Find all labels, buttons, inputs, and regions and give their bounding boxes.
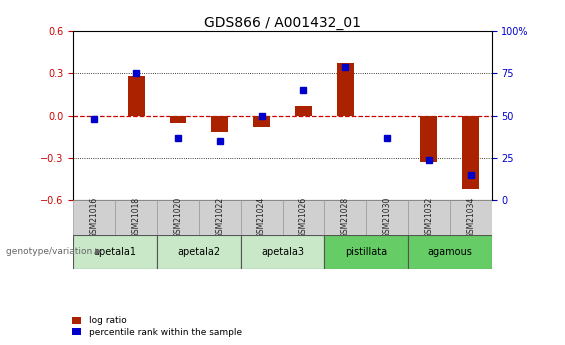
Text: agamous: agamous xyxy=(427,247,472,257)
Bar xyxy=(241,200,282,235)
Text: GSM21022: GSM21022 xyxy=(215,197,224,238)
Bar xyxy=(253,116,270,127)
Text: GSM21032: GSM21032 xyxy=(424,197,433,238)
Text: GSM21028: GSM21028 xyxy=(341,197,350,238)
Bar xyxy=(241,235,324,269)
Text: GSM21020: GSM21020 xyxy=(173,197,182,238)
Text: GSM21018: GSM21018 xyxy=(132,197,141,238)
Bar xyxy=(366,200,408,235)
Bar xyxy=(450,200,492,235)
Bar xyxy=(157,200,199,235)
Text: pistillata: pistillata xyxy=(345,247,387,257)
Legend: log ratio, percentile rank within the sample: log ratio, percentile rank within the sa… xyxy=(72,316,242,337)
Bar xyxy=(408,200,450,235)
Text: GSM21016: GSM21016 xyxy=(90,197,99,238)
Bar xyxy=(408,235,492,269)
Text: GSM21030: GSM21030 xyxy=(383,197,392,238)
Bar xyxy=(115,200,157,235)
Bar xyxy=(324,200,366,235)
Bar xyxy=(157,235,241,269)
Text: apetala2: apetala2 xyxy=(177,247,220,257)
Bar xyxy=(282,200,324,235)
Text: GSM21034: GSM21034 xyxy=(466,197,475,238)
Bar xyxy=(199,200,241,235)
Bar xyxy=(324,235,408,269)
Bar xyxy=(295,106,312,116)
Bar xyxy=(462,116,479,189)
Title: GDS866 / A001432_01: GDS866 / A001432_01 xyxy=(204,16,361,30)
Text: apetala3: apetala3 xyxy=(261,247,304,257)
Bar xyxy=(73,200,115,235)
Bar xyxy=(420,116,437,162)
Text: GSM21024: GSM21024 xyxy=(257,197,266,238)
Bar xyxy=(211,116,228,132)
Text: GSM21026: GSM21026 xyxy=(299,197,308,238)
Bar xyxy=(73,235,157,269)
Bar xyxy=(337,63,354,116)
Text: genotype/variation ▶: genotype/variation ▶ xyxy=(6,247,102,256)
Bar xyxy=(128,76,145,116)
Bar xyxy=(170,116,186,122)
Text: apetala1: apetala1 xyxy=(94,247,137,257)
